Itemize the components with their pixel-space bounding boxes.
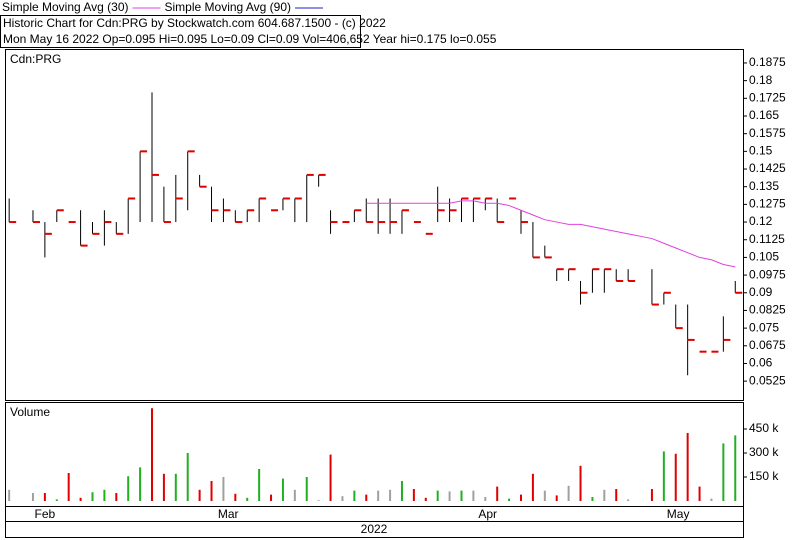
volume-tick-label: 450 k	[749, 421, 779, 435]
header-box	[0, 15, 361, 48]
x-tick-label: Feb	[35, 507, 56, 521]
x-tick-label: Apr	[478, 507, 497, 521]
y-tick-label: 0.12	[749, 214, 773, 228]
volume-label: Volume	[10, 405, 50, 419]
y-tick-label: 0.15	[749, 144, 773, 158]
y-tick-label: 0.105	[749, 250, 779, 264]
y-tick-label: 0.0825	[749, 303, 786, 317]
y-tick-label: 0.0975	[749, 267, 786, 281]
moving-average	[366, 200, 736, 268]
volume-tick-label: 150 k	[749, 469, 779, 483]
x-tick-label: Mar	[218, 507, 239, 521]
y-tick-label: 0.06	[749, 356, 773, 370]
y-tick-label: 0.135	[749, 179, 779, 193]
y-tick-label: 0.09	[749, 285, 773, 299]
chart-title: Historic Chart for Cdn:PRG by Stockwatch…	[3, 16, 386, 30]
symbol-label: Cdn:PRG	[10, 52, 61, 66]
legend-label: Simple Moving Avg (90)	[165, 0, 292, 14]
y-tick-label: 0.1875	[749, 55, 786, 69]
year-axis	[5, 521, 744, 538]
chart-subtitle: Mon May 16 2022 Op=0.095 Hi=0.095 Lo=0.0…	[3, 32, 497, 46]
price-panel	[5, 49, 744, 401]
y-tick-label: 0.1125	[749, 232, 785, 246]
legend-label: Simple Moving Avg (30)	[2, 0, 129, 14]
y-tick-label: 0.165	[749, 108, 779, 122]
y-tick-label: 0.075	[749, 320, 779, 334]
y-tick-label: 0.0675	[749, 338, 786, 352]
x-tick-label: May	[667, 507, 690, 521]
y-tick-label: 0.1575	[749, 126, 786, 140]
y-tick-label: 0.0525	[749, 373, 786, 387]
y-tick-label: 0.1425	[749, 161, 786, 175]
year-label: 2022	[361, 522, 388, 536]
volume-tick-label: 300 k	[749, 445, 779, 459]
y-tick-label: 0.1275	[749, 197, 786, 211]
y-tick-label: 0.18	[749, 73, 773, 87]
y-tick-label: 0.1725	[749, 90, 786, 104]
